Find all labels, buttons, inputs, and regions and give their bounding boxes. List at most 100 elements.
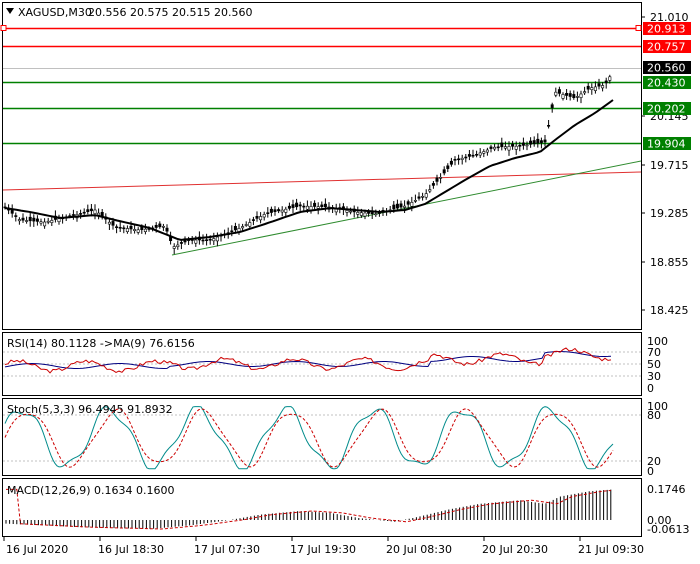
candle-body [172, 246, 176, 249]
candle-body [536, 138, 540, 144]
candle-body [17, 219, 21, 222]
green-trend-line[interactable] [171, 160, 642, 256]
candle-body [521, 142, 525, 146]
candle-body [129, 225, 133, 230]
candle-body [93, 209, 97, 215]
candle-body [161, 226, 165, 228]
ohlc-values: 20.556 20.575 20.515 20.560 [88, 6, 252, 19]
candle-body [266, 212, 270, 214]
time-tick: 20 Jul 20:30 [482, 543, 548, 556]
candle-body [392, 204, 396, 210]
candle-body [532, 140, 536, 145]
price-label-text: 20.757 [647, 41, 686, 54]
candle-body [435, 177, 439, 182]
candle-body [320, 204, 324, 207]
candle-body [460, 157, 464, 160]
time-axis-tickmarks [3, 537, 581, 541]
price-tick: 18.855 [650, 256, 689, 269]
candle-body [25, 220, 29, 222]
candle-body [262, 214, 266, 218]
price-tick: 21.010 [650, 11, 689, 24]
candle-body [259, 216, 263, 221]
candle-body [453, 159, 457, 161]
candle-body [439, 177, 443, 179]
candle-body [496, 146, 500, 149]
candle-body [579, 93, 583, 98]
candle-body [233, 226, 237, 231]
candle-body [590, 87, 594, 90]
candle-body [100, 212, 104, 217]
candle-body [424, 193, 428, 198]
candle-body [568, 93, 572, 97]
moving-average-line [4, 99, 614, 241]
candle-body [107, 221, 111, 225]
candle-body [230, 230, 234, 233]
candle-body [370, 212, 374, 215]
candle-body [21, 217, 25, 221]
candle-body [316, 206, 320, 209]
candle-body [277, 209, 281, 212]
candle-body [82, 211, 86, 214]
price-label-bg [643, 61, 691, 74]
candle-body [179, 242, 183, 244]
rsi-tick: 70 [647, 346, 661, 359]
rsi-tick: 0 [647, 382, 654, 395]
macd-axis: 0.1746 0.00 -0.0613 [647, 483, 689, 536]
price-label-text: 20.202 [647, 103, 686, 116]
red-trend-line[interactable] [2, 171, 642, 191]
candle-body [122, 227, 126, 230]
time-axis: 16 Jul 2020 16 Jul 18:30 17 Jul 07:30 17… [6, 543, 644, 556]
candle-body [255, 216, 259, 219]
price-label-bg [643, 22, 691, 35]
candle-body [471, 154, 475, 157]
candle-body [593, 86, 597, 91]
price-label-text: 19.904 [647, 138, 686, 151]
price-tick: 19.285 [650, 207, 689, 220]
candle-body [406, 201, 410, 205]
candle-body [359, 212, 363, 216]
candle-body [71, 214, 75, 216]
candle-body [529, 140, 533, 145]
candle-body [608, 76, 612, 81]
candle-body [14, 215, 18, 217]
candle-body [550, 104, 554, 108]
candlestick-series [3, 74, 612, 255]
level-handle-left[interactable] [0, 25, 7, 31]
candle-body [251, 219, 255, 221]
rsi-tick: 100 [647, 335, 668, 348]
stoch-title: Stoch(5,3,3) 96.4945 91.8932 [7, 403, 173, 416]
triangle-down-icon[interactable] [6, 8, 14, 14]
rsi-ma-line [4, 351, 612, 370]
symbol-label: XAGUSD,M30 [18, 6, 92, 19]
candle-body [201, 239, 205, 242]
stoch-panel-frame [2, 398, 642, 476]
candle-body [356, 212, 360, 215]
candle-body [457, 158, 461, 161]
stoch-tick: 20 [647, 455, 661, 468]
candle-body [547, 125, 551, 127]
candle-body [39, 221, 43, 224]
macd-tick: 0.00 [647, 514, 672, 527]
candle-body [143, 228, 147, 233]
candle-body [57, 218, 61, 223]
candle-body [165, 227, 169, 232]
candle-body [583, 91, 587, 94]
stoch-tick: 80 [647, 409, 661, 422]
candle-body [298, 204, 302, 207]
level-handle-right[interactable] [635, 25, 642, 31]
candle-body [410, 202, 414, 207]
time-tick: 20 Jul 08:30 [386, 543, 452, 556]
candle-body [507, 146, 511, 151]
candle-body [413, 200, 417, 202]
candle-body [86, 209, 90, 213]
stoch-tick: 0 [647, 465, 654, 478]
candle-body [399, 203, 403, 208]
candle-body [431, 183, 435, 186]
candle-body [284, 208, 288, 213]
price-tick: 18.425 [650, 304, 689, 317]
candle-body [395, 203, 399, 209]
candle-body [554, 91, 558, 96]
candle-body [248, 222, 252, 227]
